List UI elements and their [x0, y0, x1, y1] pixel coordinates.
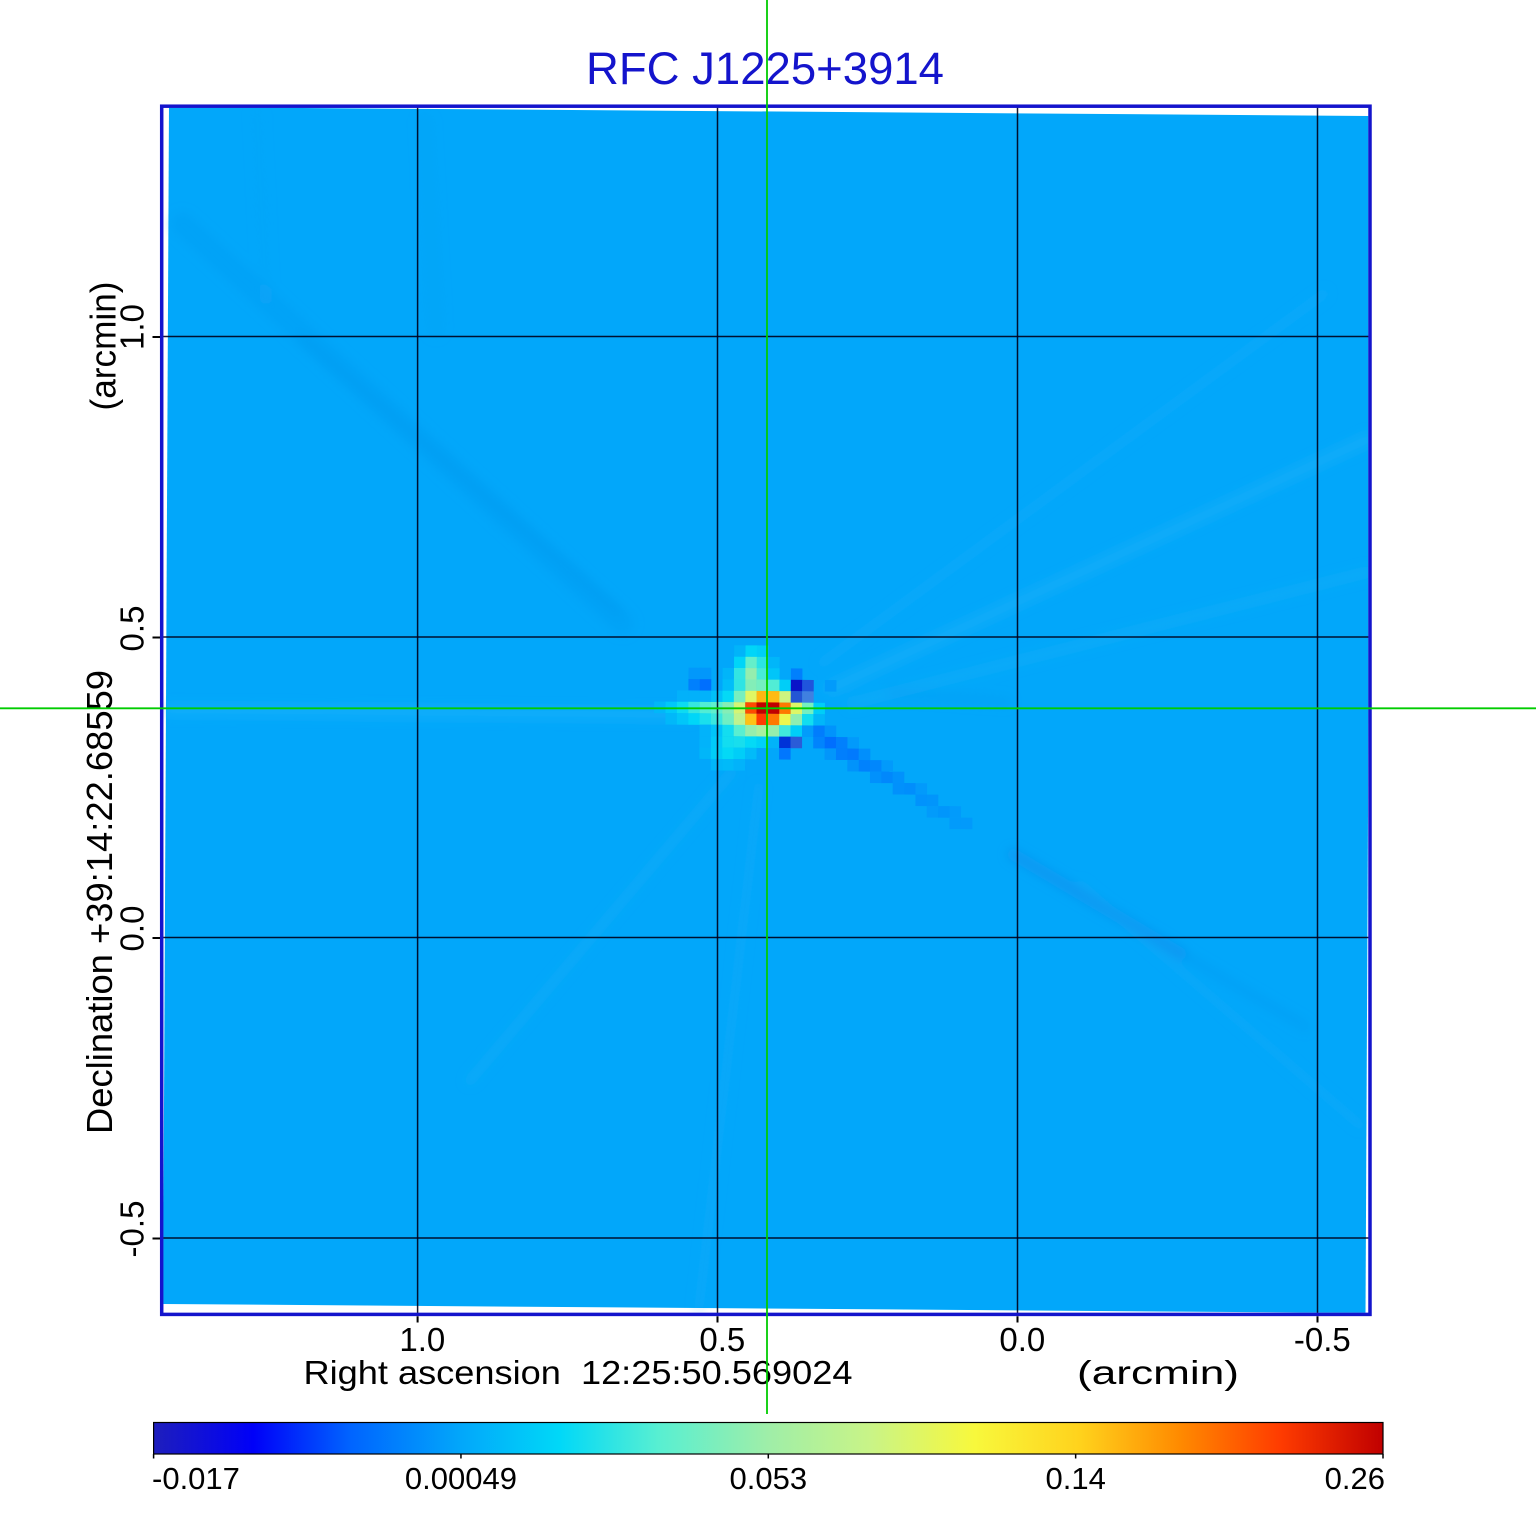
- svg-text:0.00049: 0.00049: [405, 1461, 517, 1496]
- svg-text:0.26: 0.26: [1325, 1461, 1385, 1496]
- svg-text:-0.5: -0.5: [1294, 1321, 1351, 1358]
- svg-text:RFC J1225+3914: RFC J1225+3914: [586, 43, 944, 94]
- svg-text:-0.5: -0.5: [114, 1201, 151, 1258]
- svg-text:0.5: 0.5: [699, 1321, 745, 1358]
- svg-text:0.053: 0.053: [730, 1461, 808, 1496]
- svg-text:0.5: 0.5: [114, 606, 151, 652]
- svg-text:Declination +39:14:22.68559: Declination +39:14:22.68559: [79, 670, 120, 1134]
- svg-text:0.0: 0.0: [999, 1321, 1045, 1358]
- svg-text:0.0: 0.0: [114, 906, 151, 952]
- svg-text:1.0: 1.0: [114, 304, 151, 350]
- svg-text:0.14: 0.14: [1045, 1461, 1105, 1496]
- svg-text:(arcmin): (arcmin): [83, 282, 124, 411]
- svg-text:-0.017: -0.017: [152, 1461, 240, 1496]
- svg-text:(arcmin): (arcmin): [1077, 1354, 1239, 1391]
- svg-text:Right ascension 12:25:50.5690: Right ascension 12:25:50.569024: [304, 1354, 853, 1391]
- svg-text:1.0: 1.0: [399, 1321, 445, 1358]
